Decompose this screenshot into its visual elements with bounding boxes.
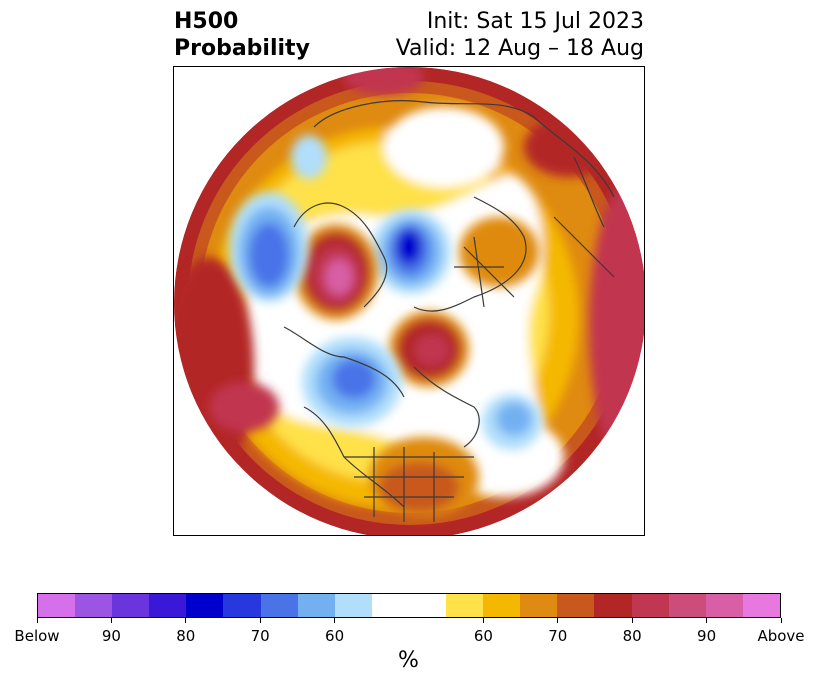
- forecast-dates: Init: Sat 15 Jul 2023 Valid: 12 Aug – 18…: [396, 8, 644, 62]
- valid-range: Valid: 12 Aug – 18 Aug: [395, 36, 644, 61]
- colorbar-tick-label: Above: [757, 627, 805, 645]
- probability-field: [174, 67, 644, 535]
- colorbar-tick-mark: [482, 618, 484, 623]
- init-date: Init: Sat 15 Jul 2023: [426, 9, 644, 34]
- colorbar-tick-label: Below: [14, 627, 60, 645]
- colorbar-tick-label: 70: [548, 627, 568, 645]
- colorbar-swatch: [223, 594, 261, 617]
- colorbar-tick-mark: [631, 618, 633, 623]
- colorbar-tick-label: 80: [176, 627, 196, 645]
- coastlines: [283, 100, 615, 522]
- colorbar-swatch: [520, 594, 558, 617]
- colorbar-tick-mark: [185, 618, 187, 623]
- colorbar-swatch: [705, 594, 743, 617]
- map-title: H500 Probability: [174, 8, 310, 62]
- colorbar-tick-mark: [706, 618, 708, 623]
- colorbar-swatch: [149, 594, 187, 617]
- polar-map: [173, 66, 645, 536]
- colorbar-tick-mark: [780, 618, 782, 623]
- colorbar-tick-mark: [259, 618, 261, 623]
- colorbar-tick-label: 70: [250, 627, 270, 645]
- colorbar-swatch: [742, 594, 780, 617]
- colorbar-swatch: [668, 594, 706, 617]
- probability-map-svg: [174, 67, 644, 535]
- colorbar-tick-mark: [36, 618, 38, 623]
- colorbar-swatch: [334, 594, 372, 617]
- colorbar-tick-mark: [557, 618, 559, 623]
- colorbar-swatch: [186, 594, 224, 617]
- colorbar-tick-mark: [334, 618, 336, 623]
- colorbar-tick-label: 60: [325, 627, 345, 645]
- colorbar-tick-label: 60: [473, 627, 493, 645]
- colorbar-swatch: [594, 594, 632, 617]
- colorbar-swatch: [38, 594, 76, 617]
- colorbar: [37, 593, 781, 618]
- colorbar-swatch: [631, 594, 669, 617]
- colorbar-tick-label: 80: [622, 627, 642, 645]
- title-variable: H500: [174, 9, 239, 34]
- colorbar-tick-label: 90: [101, 627, 121, 645]
- colorbar-swatch: [297, 594, 335, 617]
- colorbar-tick-label: 90: [697, 627, 717, 645]
- colorbar-swatch: [75, 594, 113, 617]
- colorbar-unit: %: [398, 648, 419, 673]
- colorbar-swatch: [112, 594, 150, 617]
- title-field: Probability: [174, 36, 310, 61]
- colorbar-swatch: [557, 594, 595, 617]
- colorbar-tick-mark: [110, 618, 112, 623]
- colorbar-swatch: [371, 594, 447, 617]
- colorbar-swatch: [446, 594, 484, 617]
- colorbar-swatch: [260, 594, 298, 617]
- colorbar-swatch: [483, 594, 521, 617]
